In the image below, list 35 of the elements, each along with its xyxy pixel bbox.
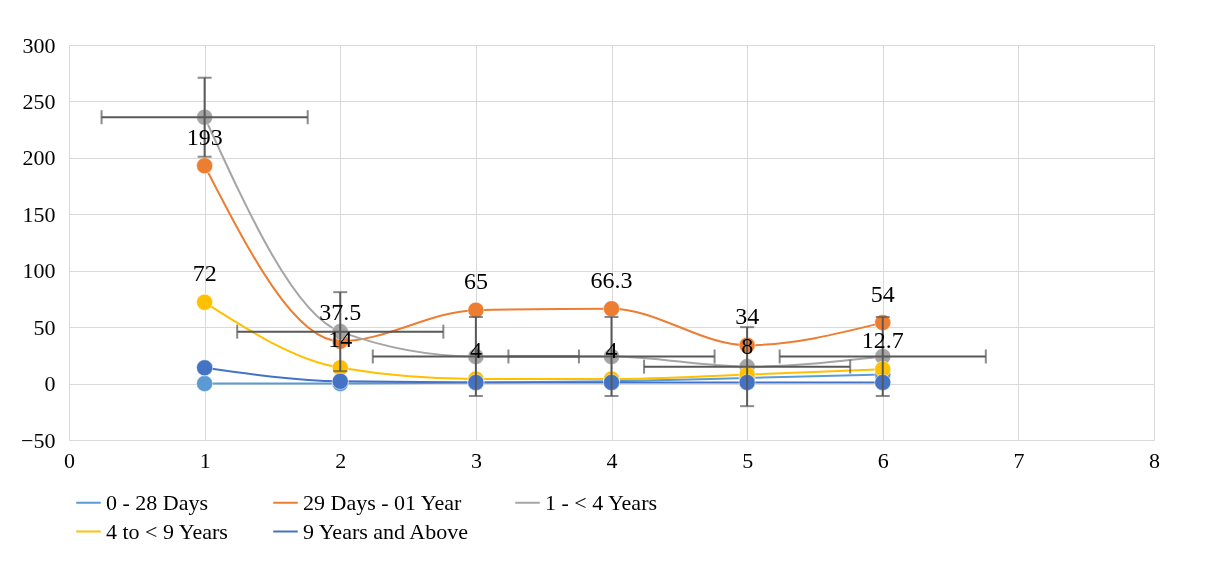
x-tick-label: 8	[1149, 447, 1160, 473]
x-tick-label: 7	[1013, 447, 1025, 473]
legend-label: 29 Days - 01 Year	[303, 489, 462, 515]
y-tick-label: 250	[22, 88, 56, 114]
x-tick-label: 5	[742, 447, 754, 473]
point	[603, 300, 620, 318]
x-tick-label: 2	[335, 447, 347, 473]
data-label: 72	[192, 260, 217, 287]
legend-label: 4 to < 9 Years	[106, 518, 228, 544]
x-tick-label: 3	[470, 447, 482, 473]
legend-label: 0 - 28 Days	[106, 489, 209, 515]
y-tick-label: 300	[22, 32, 56, 58]
x-tick-label: 1	[199, 447, 211, 473]
data-label: 65	[463, 268, 488, 295]
y-tick-label: 0	[44, 371, 56, 397]
x-tick-label: 4	[606, 447, 618, 473]
point	[196, 157, 213, 175]
data-label: 54	[870, 280, 895, 307]
point	[196, 359, 213, 377]
y-tick-label: 100	[22, 258, 56, 284]
legend-label: 9 Years and Above	[303, 518, 468, 544]
y-tick-label: 150	[22, 201, 56, 227]
point	[196, 294, 213, 311]
y-tick-label: 50	[33, 314, 56, 340]
data-label: 66.3	[590, 266, 633, 293]
y-tick-label: 200	[22, 145, 56, 171]
point	[467, 301, 485, 319]
point	[196, 375, 213, 392]
y-tick-label: −50	[21, 427, 56, 453]
x-tick-label: 6	[877, 447, 889, 473]
x-tick-label: 0	[64, 447, 75, 473]
legend-label: 1 - < 4 Years	[545, 489, 658, 515]
data-label: 4	[605, 337, 618, 364]
data-label: 34	[735, 303, 760, 330]
data-label: 4	[469, 337, 482, 364]
